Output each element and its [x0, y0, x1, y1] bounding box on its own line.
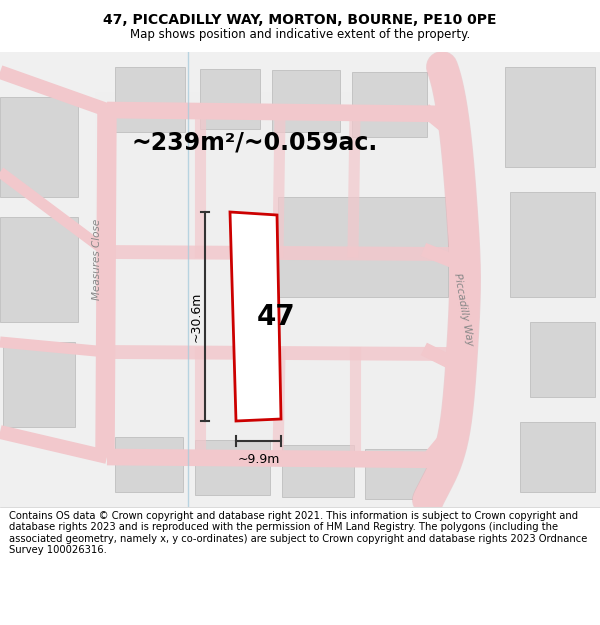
Bar	[272, 70, 340, 132]
Text: ~239m²/~0.059ac.: ~239m²/~0.059ac.	[132, 130, 378, 154]
Bar	[365, 449, 430, 499]
Text: Contains OS data © Crown copyright and database right 2021. This information is : Contains OS data © Crown copyright and d…	[9, 511, 587, 556]
Bar	[282, 445, 354, 497]
Bar	[195, 440, 270, 495]
Text: 47: 47	[257, 302, 295, 331]
Bar	[352, 72, 427, 137]
Text: 47, PICCADILLY WAY, MORTON, BOURNE, PE10 0PE: 47, PICCADILLY WAY, MORTON, BOURNE, PE10…	[103, 13, 497, 27]
Bar	[278, 197, 448, 297]
Text: Map shows position and indicative extent of the property.: Map shows position and indicative extent…	[130, 28, 470, 41]
Text: Piccadilly Way: Piccadilly Way	[452, 272, 475, 347]
Text: Measures Close: Measures Close	[92, 219, 102, 300]
Bar	[200, 69, 260, 129]
Bar	[530, 322, 595, 397]
Bar	[520, 422, 595, 492]
Bar	[510, 192, 595, 297]
Bar	[115, 437, 183, 492]
Text: ~9.9m: ~9.9m	[238, 453, 280, 466]
Bar	[3, 342, 75, 427]
Bar	[115, 67, 185, 132]
Text: ~30.6m: ~30.6m	[190, 291, 203, 342]
Bar	[0, 97, 78, 197]
Bar	[95, 92, 450, 452]
Polygon shape	[230, 212, 281, 421]
Bar	[0, 217, 78, 322]
Bar	[505, 67, 595, 167]
